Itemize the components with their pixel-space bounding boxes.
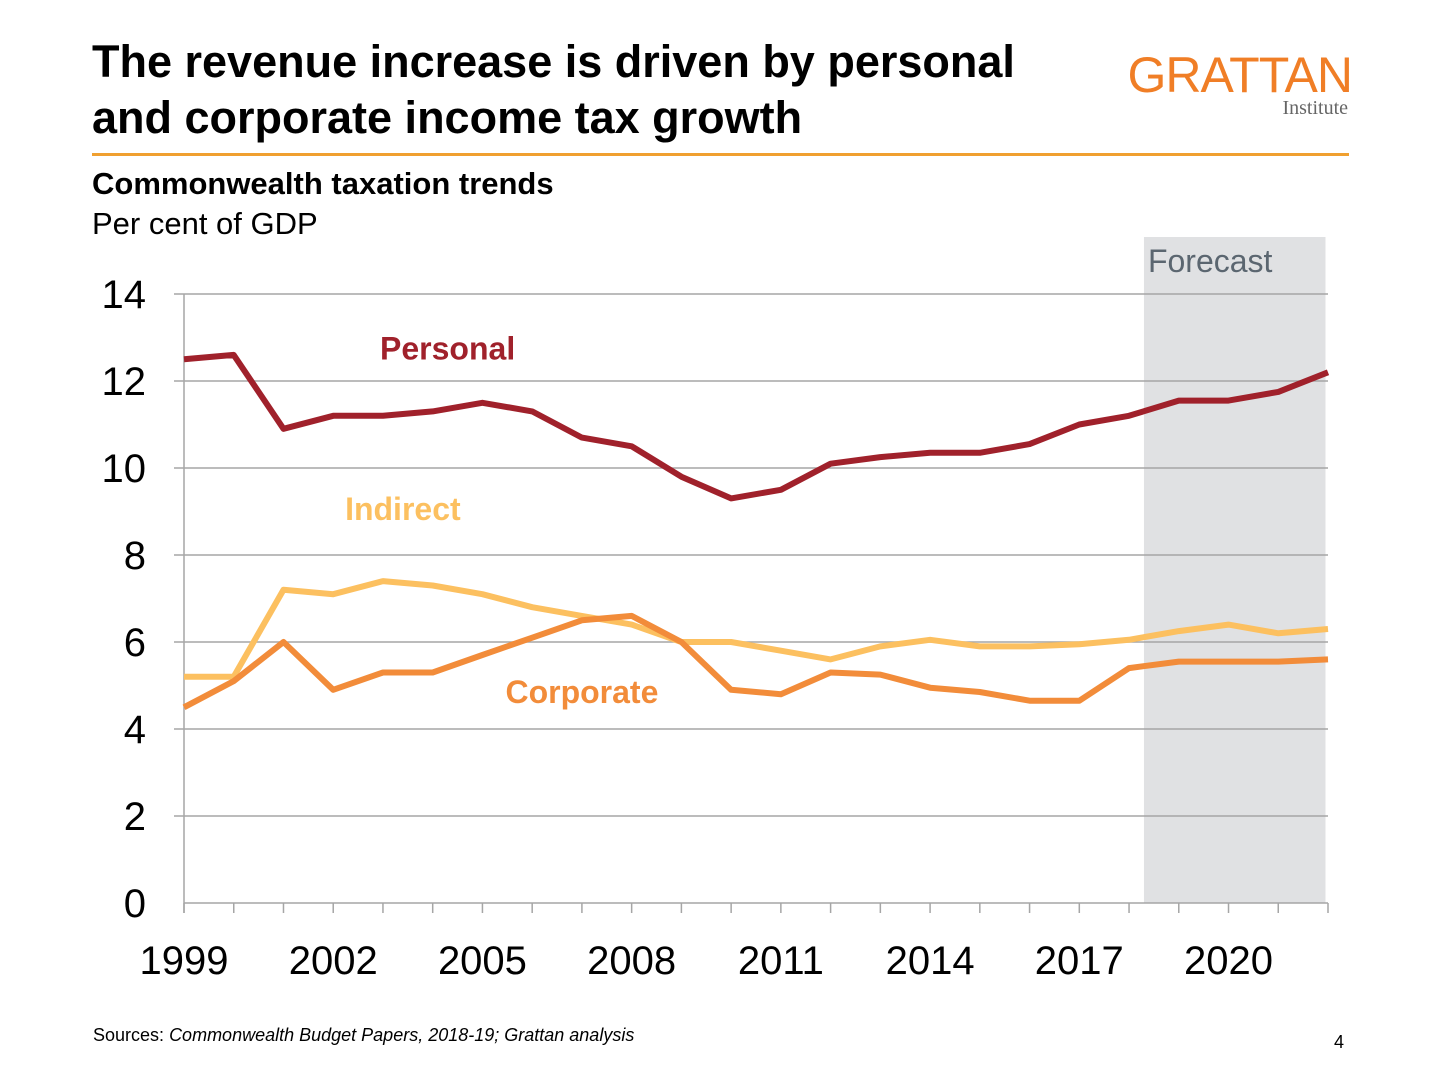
y-tick-label: 0 — [124, 882, 146, 926]
series-line-indirect — [184, 578, 1329, 680]
series-label-corporate: Corporate — [505, 674, 658, 710]
sources-label: Sources: — [93, 1025, 165, 1045]
y-tick-label: 10 — [102, 447, 147, 491]
x-tick-label: 2011 — [738, 939, 824, 983]
sources-text: Commonwealth Budget Papers, 2018-19; Gra… — [169, 1025, 635, 1045]
x-tick-label: 2017 — [1035, 939, 1124, 983]
chart-title: Commonwealth taxation trends — [92, 166, 554, 201]
page-title-line-2: and corporate income tax growth — [92, 92, 803, 143]
page-number: 4 — [1334, 1032, 1345, 1052]
forecast-label: Forecast — [1148, 243, 1273, 279]
y-tick-label: 4 — [124, 708, 146, 752]
y-tick-label: 6 — [124, 621, 146, 665]
x-tick-label: 1999 — [140, 939, 229, 983]
logo-subtitle: Institute — [1282, 97, 1348, 119]
series-label-indirect: Indirect — [345, 491, 461, 527]
series-line-corporate — [182, 612, 1329, 710]
chart-subtitle: Per cent of GDP — [92, 206, 318, 241]
series-label-personal: Personal — [380, 330, 515, 366]
x-tick-label: 2005 — [438, 939, 527, 983]
y-tick-label: 2 — [124, 795, 146, 839]
sources-note: Sources: Commonwealth Budget Papers, 201… — [93, 1025, 634, 1046]
grattan-logo: GRATTAN Institute — [1120, 47, 1353, 120]
page-title: The revenue increase is driven by person… — [92, 34, 1092, 146]
y-tick-label: 8 — [124, 534, 146, 578]
page-title-line-1: The revenue increase is driven by person… — [92, 36, 1015, 87]
logo-wordmark: GRATTAN — [1127, 47, 1353, 103]
x-tick-label: 2002 — [289, 939, 378, 983]
x-tick-label: 2020 — [1184, 939, 1273, 983]
y-tick-label: 14 — [102, 273, 147, 317]
title-divider — [92, 153, 1349, 156]
y-tick-label: 12 — [102, 360, 147, 404]
forecast-band — [1143, 237, 1326, 903]
x-tick-label: 2014 — [886, 939, 975, 983]
series-line-personal — [183, 351, 1330, 502]
x-tick-label: 2008 — [587, 939, 676, 983]
